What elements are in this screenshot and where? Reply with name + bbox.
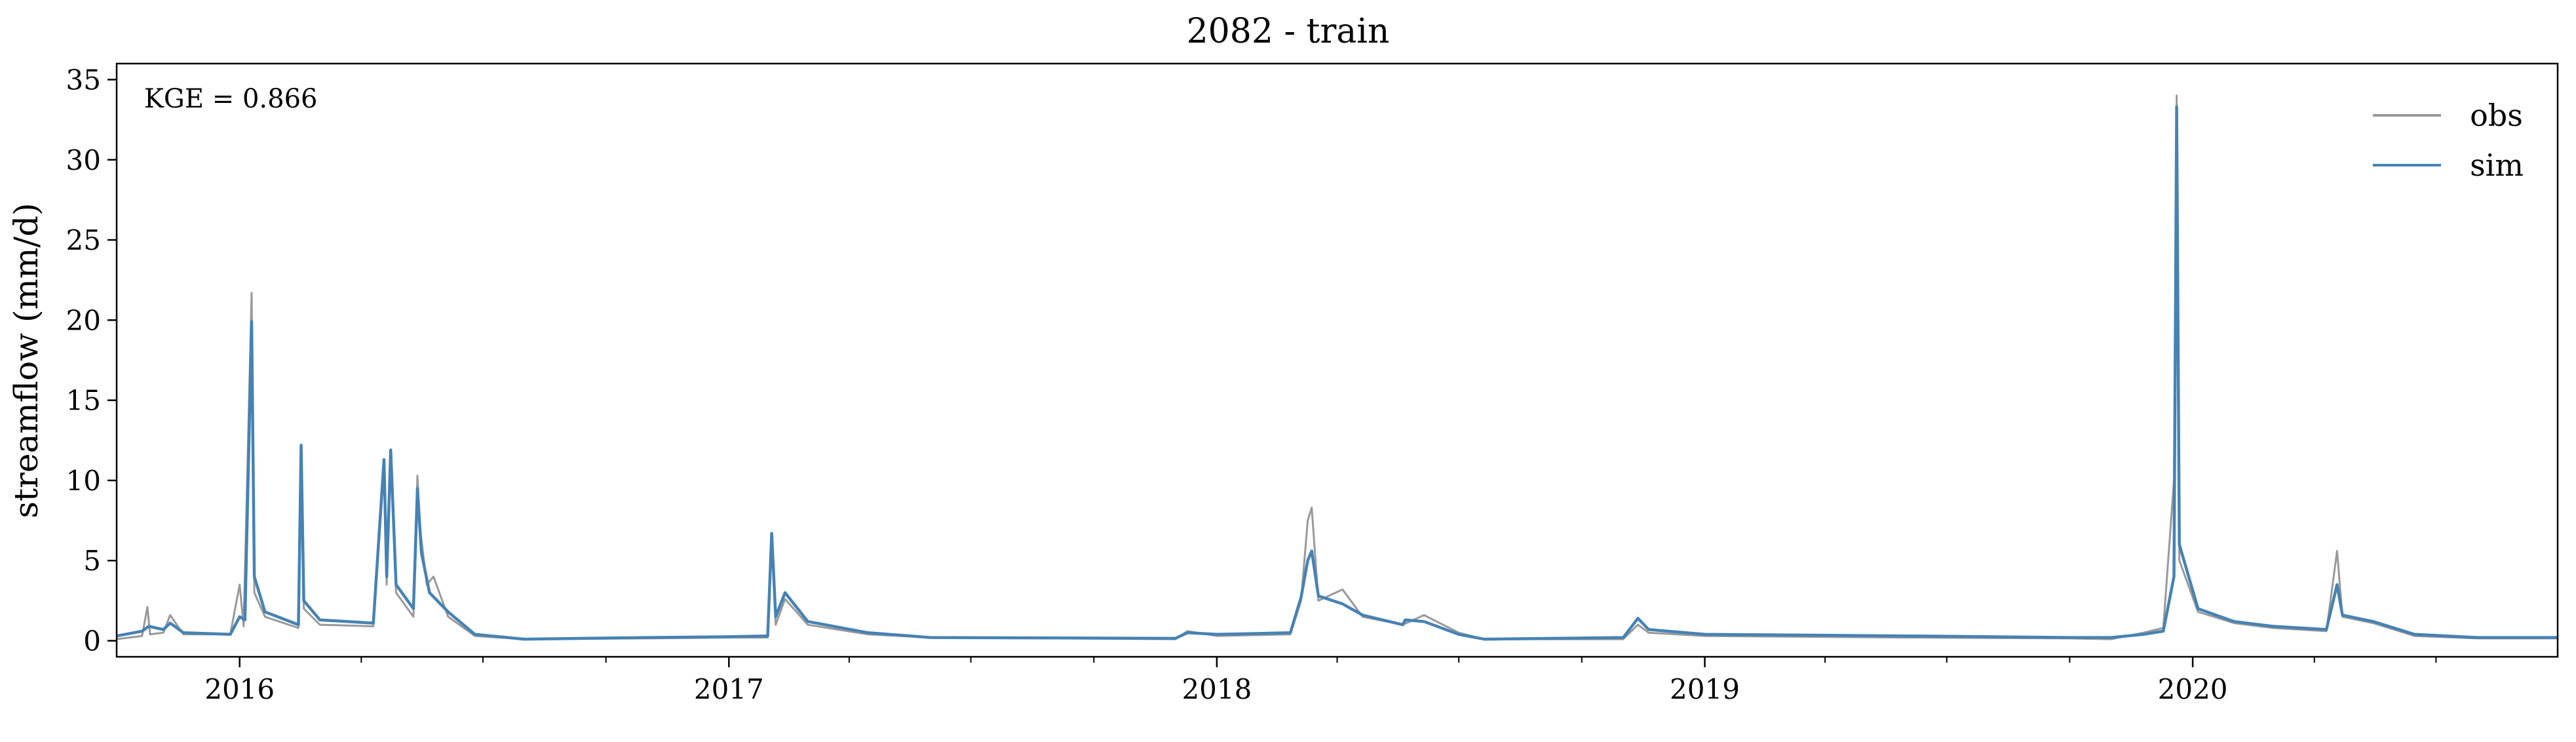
y-tick-label: 35 (66, 64, 101, 96)
legend-swatch-obs (2373, 114, 2442, 117)
chart-title: 2082 - train (1186, 12, 1390, 51)
series-line-obs (116, 94, 2558, 640)
x-tick-label: 2020 (2158, 673, 2228, 705)
legend-swatch-sim (2373, 164, 2442, 166)
y-tick-label: 20 (66, 304, 101, 336)
y-tick-label: 10 (66, 465, 101, 497)
plot-frame (115, 62, 2559, 658)
legend-item-obs: obs (2373, 90, 2524, 140)
series-line-sim (116, 105, 2558, 641)
x-tick-label: 2019 (1670, 673, 1740, 705)
legend: obs sim (2373, 90, 2524, 190)
x-tick-label: 2016 (204, 673, 275, 705)
y-axis-label: streamflow (mm/d) (7, 203, 45, 518)
x-tick-label: 2017 (694, 673, 764, 705)
y-tick-label: 0 (83, 625, 101, 657)
y-tick-label: 5 (83, 545, 101, 577)
y-tick-label: 25 (66, 224, 101, 256)
legend-item-sim: sim (2373, 140, 2524, 190)
y-tick-label: 30 (66, 144, 101, 176)
legend-label-sim: sim (2470, 147, 2524, 183)
kge-annotation: KGE = 0.866 (144, 84, 318, 114)
legend-label-obs: obs (2470, 98, 2523, 133)
y-tick-label: 15 (66, 385, 101, 417)
x-tick-label: 2018 (1182, 673, 1252, 705)
